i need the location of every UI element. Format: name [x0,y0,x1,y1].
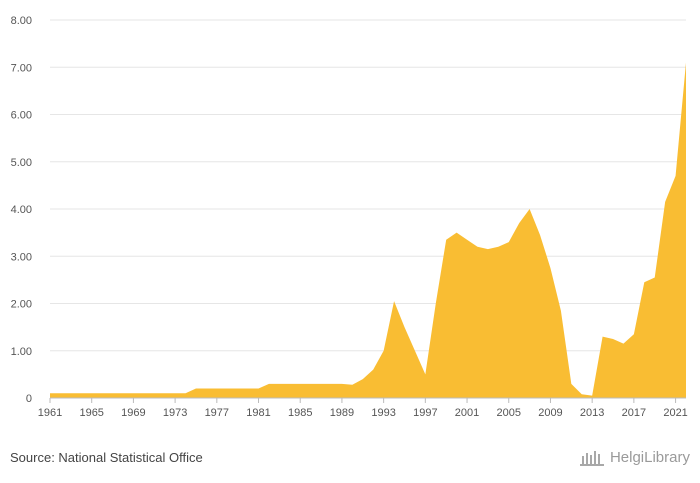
library-icon [579,451,604,466]
x-tick-label: 1965 [79,407,103,419]
y-tick-label: 1.00 [11,346,32,358]
y-tick-label: 5.00 [11,157,32,169]
y-tick-label: 0 [26,393,32,405]
x-tick-label: 1977 [205,407,229,419]
x-tick-label: 1973 [163,407,187,419]
x-tick-label: 1993 [371,407,395,419]
x-tick-label: 2001 [455,407,479,419]
y-tick-label: 8.00 [11,15,32,27]
x-tick-label: 2005 [497,407,521,419]
x-tick-label: 1997 [413,407,437,419]
x-tick-label: 2021 [663,407,687,419]
x-tick-label: 2017 [622,407,646,419]
x-tick-label: 1981 [246,407,270,419]
x-tick-label: 2009 [538,407,562,419]
y-axis-ticks: 0 1.00 2.00 3.00 4.00 5.00 6.00 7.00 8.00 [11,15,32,405]
brand-name: HelgiLibrary [609,448,690,466]
x-tick-label: 1989 [330,407,354,419]
x-tick-label: 1969 [121,407,145,419]
x-axis-ticks: 1961 1965 1969 1973 1977 1981 1985 1989 1993 1997… [38,398,688,419]
x-tick-label: 1985 [288,407,312,419]
source-note: Source: National Statistical Office [10,450,203,465]
y-tick-label: 7.00 [11,62,32,74]
y-tick-label: 3.00 [11,251,32,263]
y-tick-label: 4.00 [11,204,32,216]
y-tick-label: 2.00 [11,299,32,311]
grid-lines [50,19,686,352]
y-tick-label: 6.00 [11,110,32,122]
x-tick-label: 1961 [38,407,62,419]
area-series [50,62,686,399]
area-chart: 01.002.003.004.005.006.007.008.00 1961 19… [11,15,688,419]
x-tick-label: 2013 [580,407,604,419]
brand-logo: HelgiLibrary [579,448,690,466]
